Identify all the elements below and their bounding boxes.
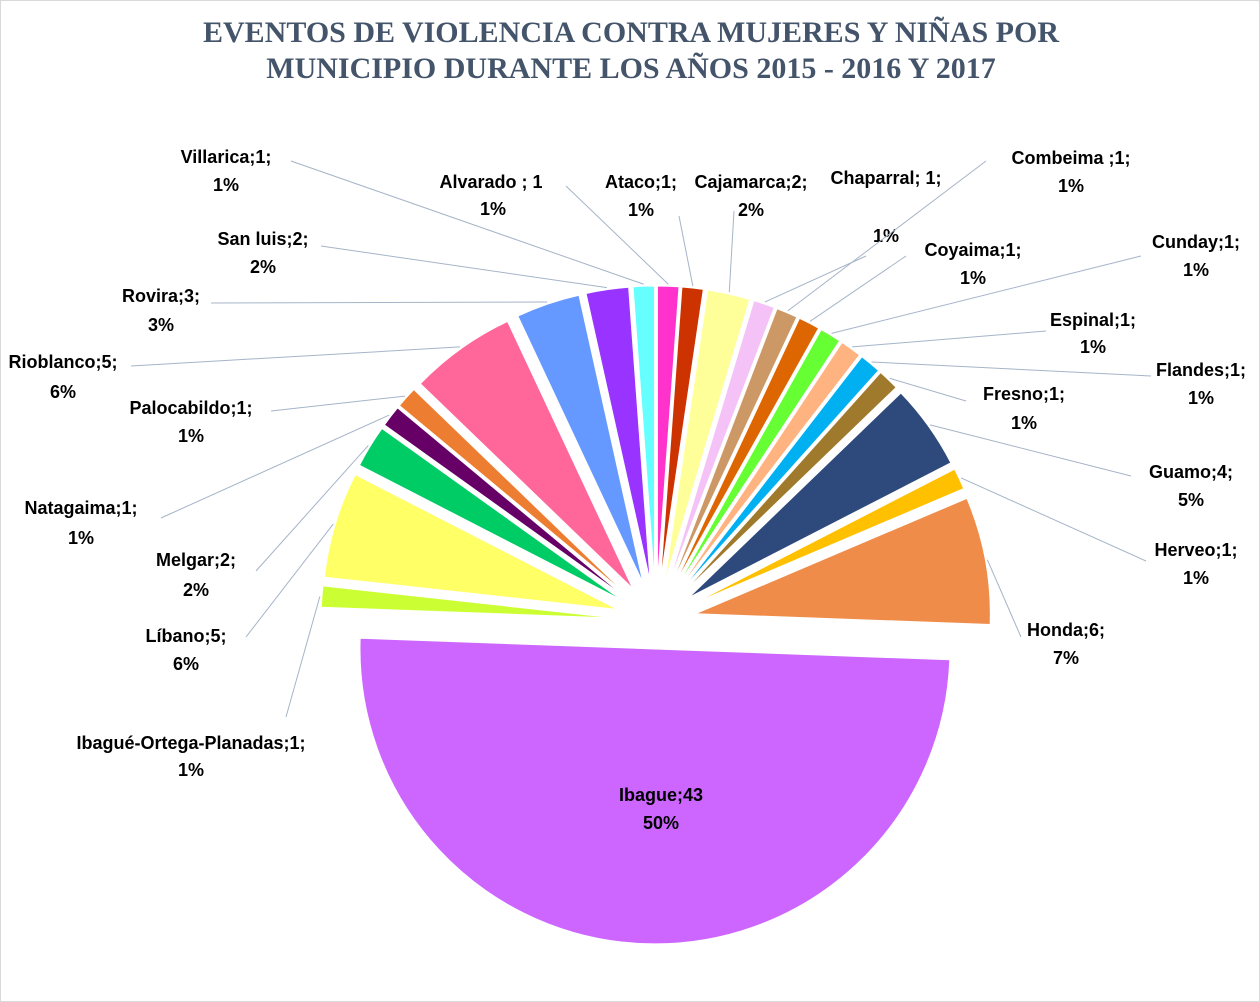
data-label-name: San luis;2; xyxy=(217,229,308,249)
data-label-name: Fresno;1; xyxy=(983,384,1065,404)
pie-slice xyxy=(659,286,704,582)
leader-line xyxy=(210,301,548,304)
pie-slice xyxy=(688,392,952,599)
data-label-percent: 7% xyxy=(1053,648,1079,668)
data-label-percent: 1% xyxy=(960,268,986,288)
data-label-name: Coyaima;1; xyxy=(924,240,1021,260)
pie-slice xyxy=(320,585,617,619)
data-label-name: Palocabildo;1; xyxy=(129,398,252,418)
pie-slice xyxy=(656,285,680,582)
data-label-percent: 2% xyxy=(183,580,209,600)
data-label-percent: 1% xyxy=(1183,568,1209,588)
pie-slice xyxy=(671,308,798,585)
pie-slice xyxy=(323,473,618,610)
data-label-percent: 1% xyxy=(1011,413,1037,433)
pie-slice xyxy=(359,637,951,945)
data-label-name: Chaparral; 1; xyxy=(830,168,941,188)
data-label-name: Combeima ;1; xyxy=(1011,148,1130,168)
data-label-name: Líbano;5; xyxy=(146,626,227,646)
data-label-name: Alvarado ; 1 xyxy=(439,172,542,192)
data-label-percent: 1% xyxy=(873,226,899,246)
pie-slice xyxy=(358,427,623,601)
pie-slice xyxy=(673,317,820,586)
data-label-percent: 1% xyxy=(1058,176,1084,196)
leader-line xyxy=(245,523,334,638)
leader-line xyxy=(565,185,669,285)
data-label-percent: 1% xyxy=(68,528,94,548)
leader-line xyxy=(320,245,608,289)
data-label-name: Rioblanco;5; xyxy=(8,352,117,372)
data-label-percent: 2% xyxy=(738,200,764,220)
pie-slice xyxy=(681,356,880,591)
leader-line xyxy=(160,414,390,519)
data-label-percent: 1% xyxy=(1188,388,1214,408)
pie-slice xyxy=(678,341,861,589)
data-label-percent: 1% xyxy=(178,760,204,780)
pie-slice xyxy=(668,300,775,584)
leader-line xyxy=(787,160,987,312)
pie-slice xyxy=(691,468,965,605)
leader-line xyxy=(130,346,460,367)
data-label-percent: 1% xyxy=(1080,337,1106,357)
data-label-percent: 1% xyxy=(628,200,654,220)
leader-line xyxy=(809,255,907,322)
data-label-percent: 2% xyxy=(250,257,276,277)
data-label-name: Melgar;2; xyxy=(156,550,236,570)
data-label-name: Rovira;3; xyxy=(122,286,200,306)
data-label-percent: 3% xyxy=(148,315,174,335)
data-label-percent: 1% xyxy=(178,426,204,446)
pie-slice xyxy=(517,294,644,584)
data-label-name: Ibague;43 xyxy=(619,785,703,805)
leader-line xyxy=(871,361,1152,377)
data-label-percent: 5% xyxy=(1178,490,1204,510)
leader-line xyxy=(852,330,1047,348)
data-label-name: Guamo;4; xyxy=(1149,462,1233,482)
leader-line xyxy=(255,445,369,572)
pie-slice xyxy=(585,286,651,582)
data-label-name: Ibagué-Ortega-Planadas;1; xyxy=(76,733,305,753)
leader-line xyxy=(986,559,1022,638)
chart-title: EVENTOS DE VIOLENCIA CONTRA MUJERES Y NI… xyxy=(203,16,1059,85)
data-label-name: Flandes;1; xyxy=(1156,360,1246,380)
data-label-name: Honda;6; xyxy=(1027,620,1105,640)
leader-line xyxy=(285,596,321,718)
data-label-percent: 1% xyxy=(213,175,239,195)
leader-line xyxy=(831,255,1142,334)
data-label-name: Natagaima;1; xyxy=(24,498,137,518)
data-label-percent: 1% xyxy=(480,199,506,219)
data-label-percent: 6% xyxy=(50,382,76,402)
leader-line xyxy=(728,210,735,293)
pie-slice xyxy=(695,497,991,626)
data-label-name: Espinal;1; xyxy=(1050,310,1136,330)
leader-line xyxy=(764,255,867,303)
data-label-name: Herveo;1; xyxy=(1154,540,1237,560)
data-label-percent: 1% xyxy=(1183,260,1209,280)
leader-line xyxy=(929,424,1132,477)
pie-slice xyxy=(383,407,625,597)
pie-slice xyxy=(664,289,751,583)
pie-slice xyxy=(676,328,841,588)
pie-slice xyxy=(419,320,634,589)
data-label-percent: 6% xyxy=(173,654,199,674)
leader-line xyxy=(960,477,1147,562)
data-label-name: Villarica;1; xyxy=(181,147,272,167)
data-label-name: Cunday;1; xyxy=(1152,232,1240,252)
pie-slice xyxy=(398,388,627,595)
leader-line xyxy=(889,377,967,402)
data-label-name: Ataco;1; xyxy=(605,172,677,192)
leader-line xyxy=(290,160,644,285)
data-label-percent: 50% xyxy=(643,813,679,833)
leader-line xyxy=(270,395,406,412)
pie-slice xyxy=(683,371,897,593)
data-label-name: Cajamarca;2; xyxy=(694,172,807,192)
leader-line xyxy=(678,215,694,287)
pie-slice xyxy=(632,285,656,582)
